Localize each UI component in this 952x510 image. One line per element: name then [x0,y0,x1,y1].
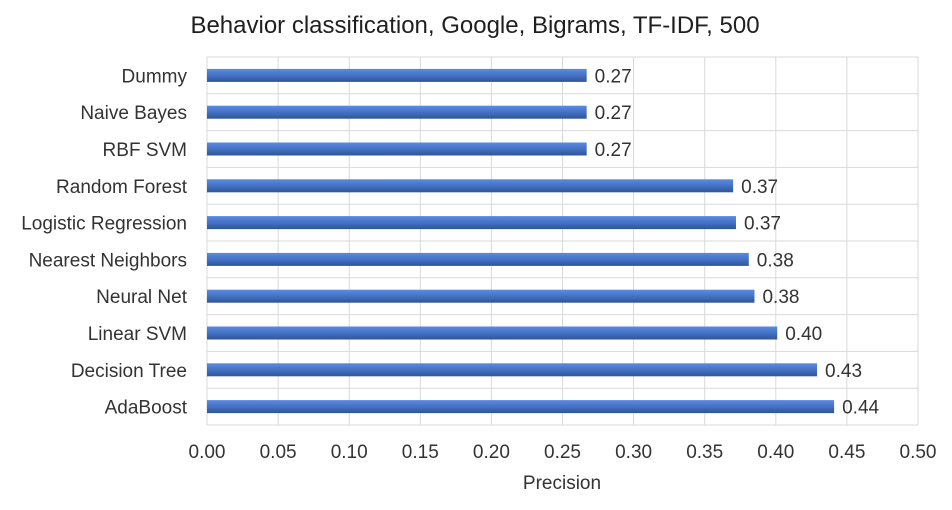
data-label: 0.27 [595,66,632,87]
data-label: 0.27 [595,140,632,161]
bar [207,400,835,414]
data-label: 0.44 [842,398,879,419]
data-label: 0.40 [785,324,822,345]
category-label: Dummy [122,66,188,87]
bars [207,68,835,414]
category-label: Logistic Regression [21,214,187,235]
data-label: 0.27 [595,103,632,124]
x-tick-label: 0.05 [260,442,297,463]
x-tick-label: 0.50 [900,442,937,463]
bar [207,216,736,230]
data-label: 0.43 [825,361,862,382]
category-label: Neural Net [96,287,188,308]
bar [207,289,755,303]
category-label: Decision Tree [71,361,187,382]
data-label: 0.38 [757,250,794,271]
x-tick-label: 0.30 [615,442,652,463]
x-tick-label: 0.00 [189,442,226,463]
bar [207,68,587,82]
x-tick-label: 0.20 [473,442,510,463]
x-axis-title: Precision [523,473,601,494]
category-label: RBF SVM [103,140,187,161]
category-label: Linear SVM [88,324,187,345]
category-label: Nearest Neighbors [29,250,187,271]
x-tick-label: 0.40 [757,442,794,463]
chart-title: Behavior classification, Google, Bigrams… [190,12,759,39]
x-tick-label: 0.45 [828,442,865,463]
category-label: Random Forest [56,177,188,198]
bar [207,142,587,156]
category-label: AdaBoost [105,398,188,419]
x-tick-label: 0.25 [544,442,581,463]
bar [207,326,778,340]
category-label: Naive Bayes [80,103,187,124]
x-tick-label: 0.10 [331,442,368,463]
x-tick-label: 0.15 [402,442,439,463]
x-tick-label: 0.35 [686,442,723,463]
data-label: 0.37 [741,177,778,198]
bar [207,252,749,266]
bar [207,179,734,193]
labels: 0.00 0.05 0.10 0.15 0.20 0.25 0.30 0.35 0.40 0.45… [21,66,936,463]
bar [207,105,587,119]
bar [207,363,818,377]
data-label: 0.38 [762,287,799,308]
data-label: 0.37 [744,214,781,235]
